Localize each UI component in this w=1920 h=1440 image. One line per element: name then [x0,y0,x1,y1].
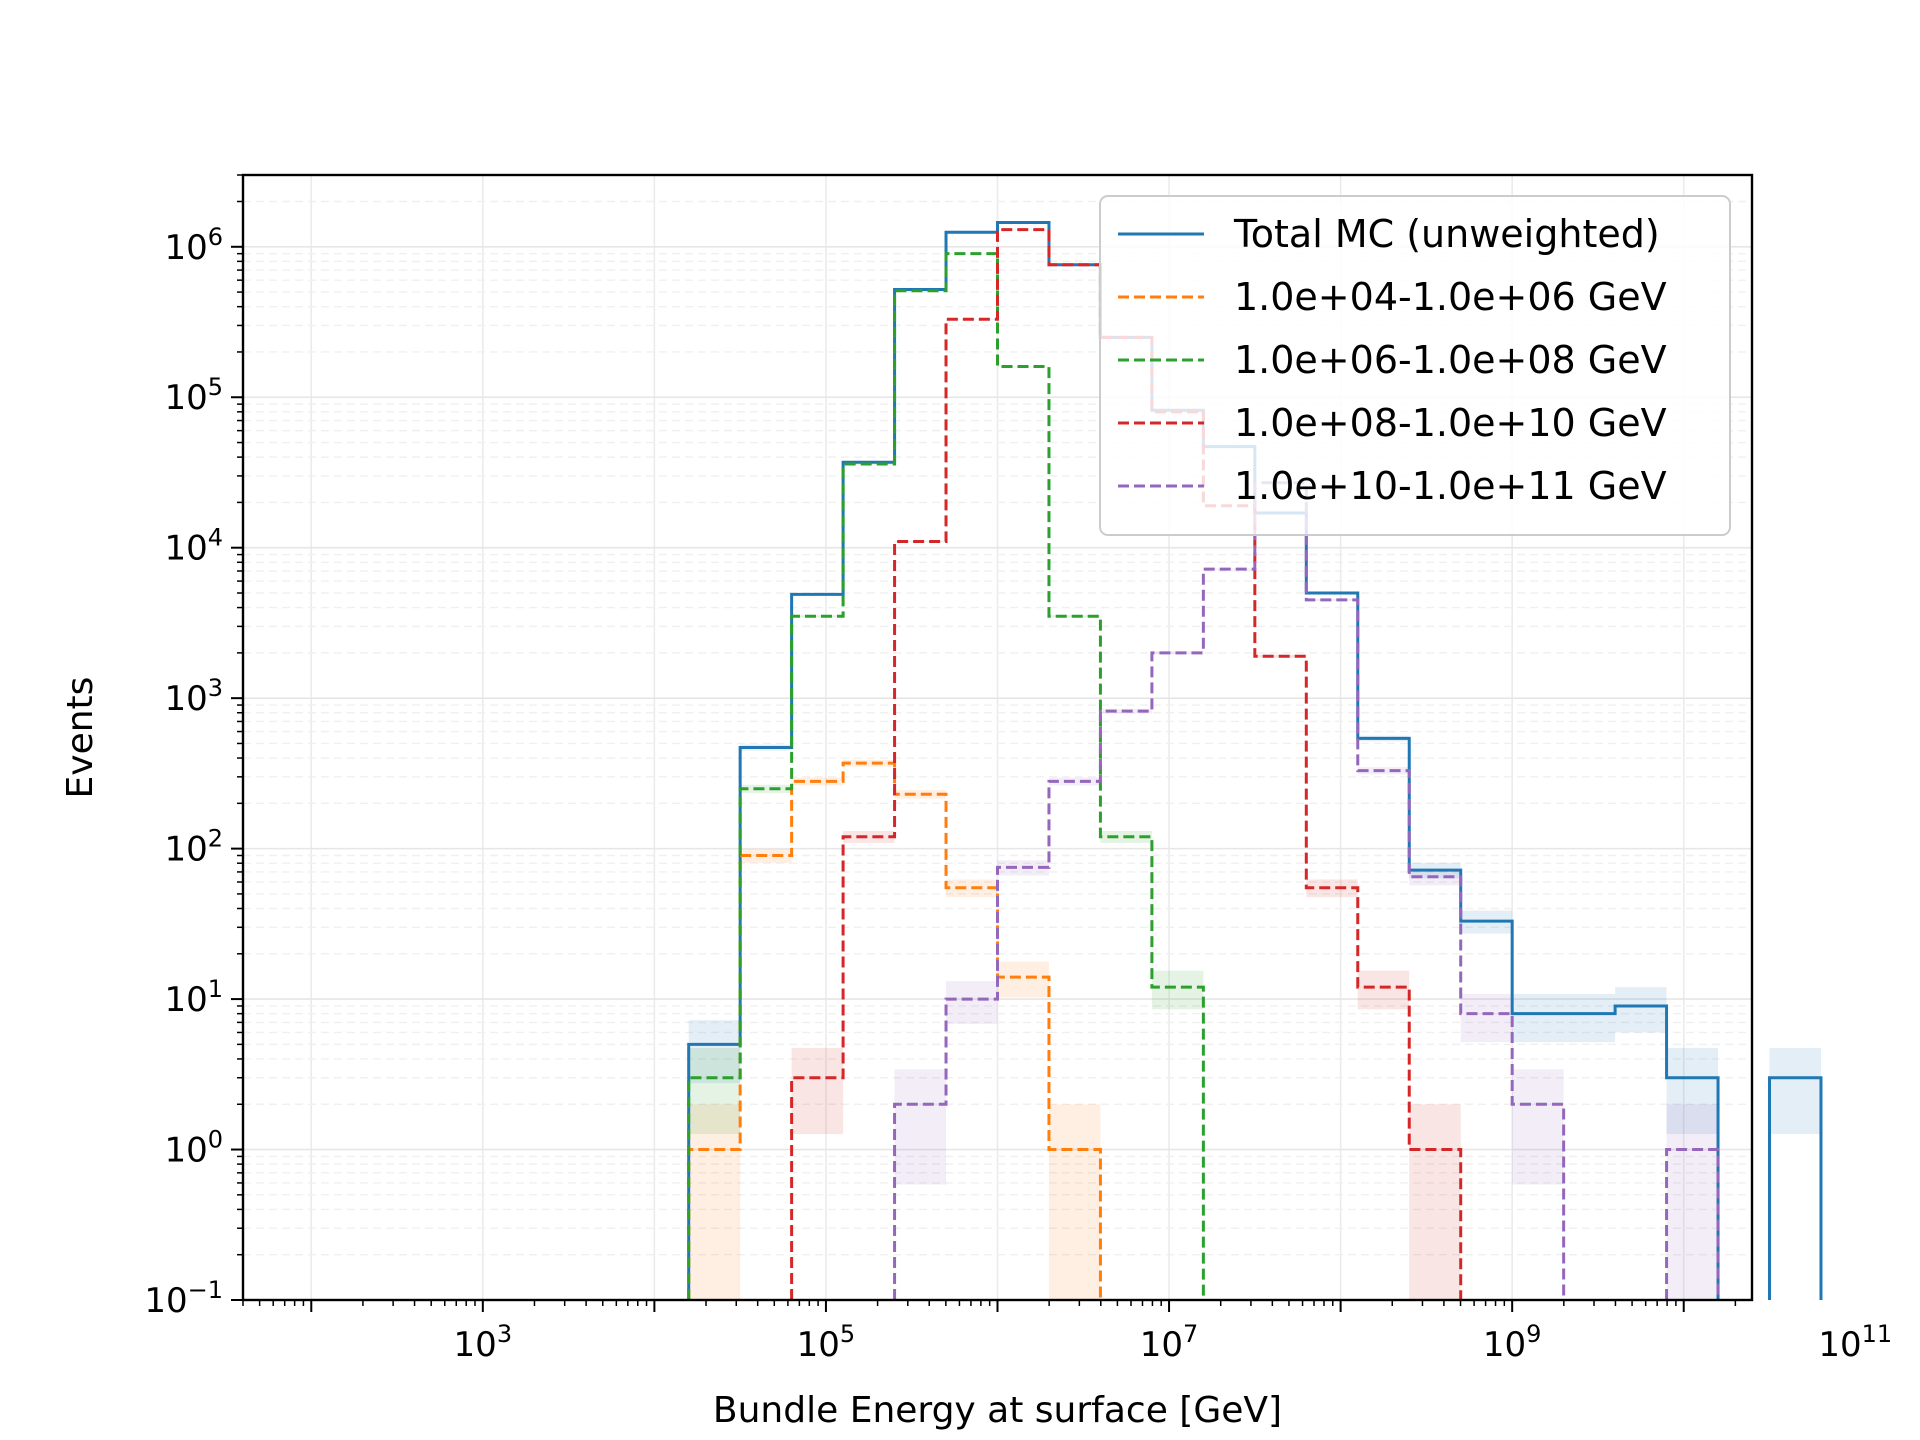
x-tick-label: 103 [454,1320,513,1365]
uncertainty-band [1666,1104,1719,1300]
uncertainty-band [1615,987,1667,1033]
uncertainty-band [997,961,1049,998]
uncertainty-band [688,1047,741,1135]
legend-box [1099,195,1731,536]
uncertainty-band [791,1047,844,1135]
uncertainty-band [1357,970,1410,1010]
uncertainty-band [894,790,947,799]
legend-label: 1.0e+10-1.0e+11 GeV [1234,464,1667,508]
uncertainty-band [1666,1047,1719,1135]
x-tick-labels: 103 105 107 109 1011 [454,1320,1893,1365]
legend-label: 1.0e+06-1.0e+08 GeV [1234,338,1667,382]
uncertainty-band [1563,993,1616,1043]
uncertainty-band [688,1104,741,1300]
uncertainty-band [843,759,895,767]
uncertainty-band [1306,598,1358,601]
y-tick-label: 100 [164,1126,223,1171]
uncertainty-band [1306,879,1358,898]
uncertainty-band [688,1020,741,1084]
y-tick-label: 10−1 [144,1276,223,1321]
uncertainty-band [1151,970,1204,1010]
series-line [893,481,1720,1300]
y-tick-label: 104 [164,524,223,569]
uncertainty-band [1409,1104,1461,1300]
series-line [687,252,1205,1300]
uncertainty-band [1512,993,1564,1043]
axis-ticks [231,174,1737,1312]
y-tick-label: 102 [164,825,223,870]
legend-label: 1.0e+08-1.0e+10 GeV [1234,401,1667,445]
uncertainty-band [791,615,844,618]
y-tick-label: 106 [164,223,223,268]
uncertainty-band [740,784,792,794]
legend-label: 1.0e+04-1.0e+06 GeV [1234,275,1667,319]
uncertainty-band [894,1069,947,1185]
x-tick-label: 109 [1483,1320,1542,1365]
uncertainty-band [946,981,998,1024]
x-axis-label: Bundle Energy at surface [GeV] [713,1390,1282,1431]
legend-label: Total MC (unweighted) [1233,212,1660,256]
y-tick-label: 103 [164,674,223,719]
x-tick-label: 107 [1140,1320,1199,1365]
uncertainty-band [1048,1104,1101,1300]
x-tick-label: 1011 [1818,1320,1892,1365]
y-tick-labels: 10−1 100 101 102 103 104 105 106 [144,223,223,1321]
uncertainty-band [843,831,895,843]
series-lines [687,221,1823,1300]
y-tick-label: 101 [164,975,223,1020]
uncertainty-band [1512,1069,1564,1185]
y-axis-label: Events [60,677,101,799]
x-tick-label: 105 [797,1320,856,1365]
y-tick-label: 105 [164,373,223,418]
uncertainty-band [1769,1047,1821,1135]
uncertainty-band [1460,993,1513,1043]
legend: Total MC (unweighted) 1.0e+04-1.0e+06 GeV… [1099,195,1731,536]
